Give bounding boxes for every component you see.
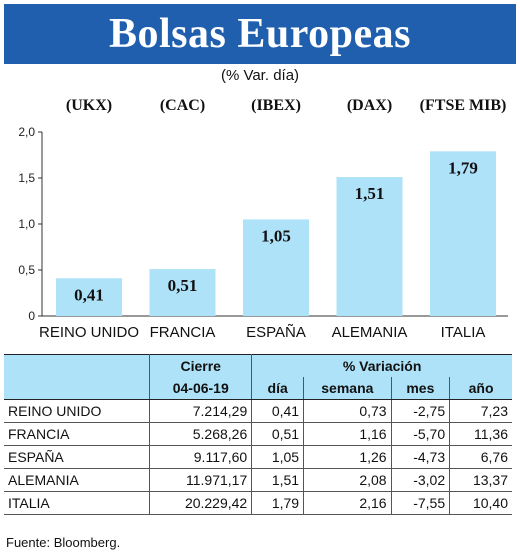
cell-country: ALEMANIA [4, 468, 151, 492]
y-tick-label: 1,5 [18, 171, 35, 185]
bar-value-label: 1,51 [355, 184, 385, 203]
y-tick-label: 1,0 [18, 217, 35, 231]
cell-cierre: 20.229,42 [149, 491, 253, 515]
table-row: ITALIA 20.229,42 1,79 2,16 -7,55 10,40 [4, 491, 512, 515]
cell-cierre: 5.268,26 [149, 422, 253, 446]
index-code: (IBEX) [251, 97, 301, 114]
cell-anio: 7,23 [449, 399, 512, 423]
table-corner-2 [4, 377, 151, 400]
cell-dia: 0,51 [251, 422, 305, 446]
category-label: ALEMANIA [332, 324, 408, 341]
bar-value-label: 1,79 [448, 158, 478, 177]
cell-mes: -2,75 [391, 399, 451, 423]
table-row: FRANCIA 5.268,26 0,51 1,16 -5,70 11,36 [4, 422, 512, 446]
cell-country: REINO UNIDO [4, 399, 151, 423]
header-date: 04-06-19 [149, 377, 253, 400]
cell-semana: 1,26 [303, 445, 392, 469]
cell-semana: 1,16 [303, 422, 392, 446]
y-tick-label: 2,0 [18, 125, 35, 139]
data-table: Cierre % Variación 04-06-19 día semana m… [4, 354, 512, 515]
table-row: ESPAÑA 9.117,60 1,05 1,26 -4,73 6,76 [4, 445, 512, 469]
header-mes: mes [391, 377, 451, 400]
cell-country: ITALIA [4, 491, 151, 515]
index-code: (CAC) [159, 97, 206, 114]
cell-semana: 2,08 [303, 468, 392, 492]
cell-dia: 1,05 [251, 445, 305, 469]
bar [56, 278, 122, 316]
category-label: FRANCIA [150, 324, 216, 341]
source-note: Fuente: Bloomberg. [6, 535, 121, 550]
cell-cierre: 7.214,29 [149, 399, 253, 423]
cell-mes: -5,70 [391, 422, 451, 446]
index-code: (UKX) [65, 97, 113, 114]
cell-country: FRANCIA [4, 422, 151, 446]
bar-value-label: 1,05 [261, 226, 291, 245]
y-tick-label: 0 [28, 309, 35, 323]
header-semana: semana [303, 377, 392, 400]
index-code: (DAX) [346, 97, 393, 114]
table-row: REINO UNIDO 7.214,29 0,41 0,73 -2,75 7,23 [4, 399, 512, 423]
cell-dia: 0,41 [251, 399, 305, 423]
bar [336, 177, 403, 316]
bar-value-label: 0,51 [168, 276, 198, 295]
category-label: ITALIA [441, 324, 486, 341]
bar [243, 219, 309, 316]
cell-dia: 1,79 [251, 491, 305, 515]
table-corner [4, 354, 151, 377]
header-variacion: % Variación [251, 354, 512, 377]
cell-cierre: 11.971,17 [149, 468, 253, 492]
category-label: REINO UNIDO [39, 324, 139, 341]
y-tick-label: 0,5 [18, 263, 35, 277]
category-label: ESPAÑA [246, 324, 306, 341]
index-codes: (UKX) (CAC) (IBEX) (DAX) (FTSE MIB) [0, 97, 520, 119]
cell-mes: -4,73 [391, 445, 451, 469]
cell-anio: 13,37 [449, 468, 512, 492]
cell-country: ESPAÑA [4, 445, 151, 469]
header-dia: día [251, 377, 305, 400]
header-cierre: Cierre [149, 354, 253, 377]
cell-semana: 0,73 [303, 399, 392, 423]
chart-title: Bolsas Europeas [109, 11, 411, 57]
cell-mes: -3,02 [391, 468, 451, 492]
table-row: ALEMANIA 11.971,17 1,51 2,08 -3,02 13,37 [4, 468, 512, 492]
cell-anio: 11,36 [449, 422, 512, 446]
index-code: (FTSE MIB) [419, 97, 507, 114]
cell-cierre: 9.117,60 [149, 445, 253, 469]
chart-subtitle: (% Var. día) [220, 67, 300, 84]
cell-dia: 1,51 [251, 468, 305, 492]
bar-value-label: 0,41 [74, 285, 104, 304]
cell-anio: 6,76 [449, 445, 512, 469]
header-anio: año [449, 377, 512, 400]
title-banner: Bolsas Europeas [4, 4, 516, 64]
cell-anio: 10,40 [449, 491, 512, 515]
cell-semana: 2,16 [303, 491, 392, 515]
bar [149, 269, 216, 316]
cell-mes: -7,55 [391, 491, 451, 515]
bar-chart: 0 0,5 1,0 1,5 2,0 0,41 REINO UNIDO 0,51 FRANCIA 1… [18, 125, 508, 341]
bar [430, 151, 496, 316]
